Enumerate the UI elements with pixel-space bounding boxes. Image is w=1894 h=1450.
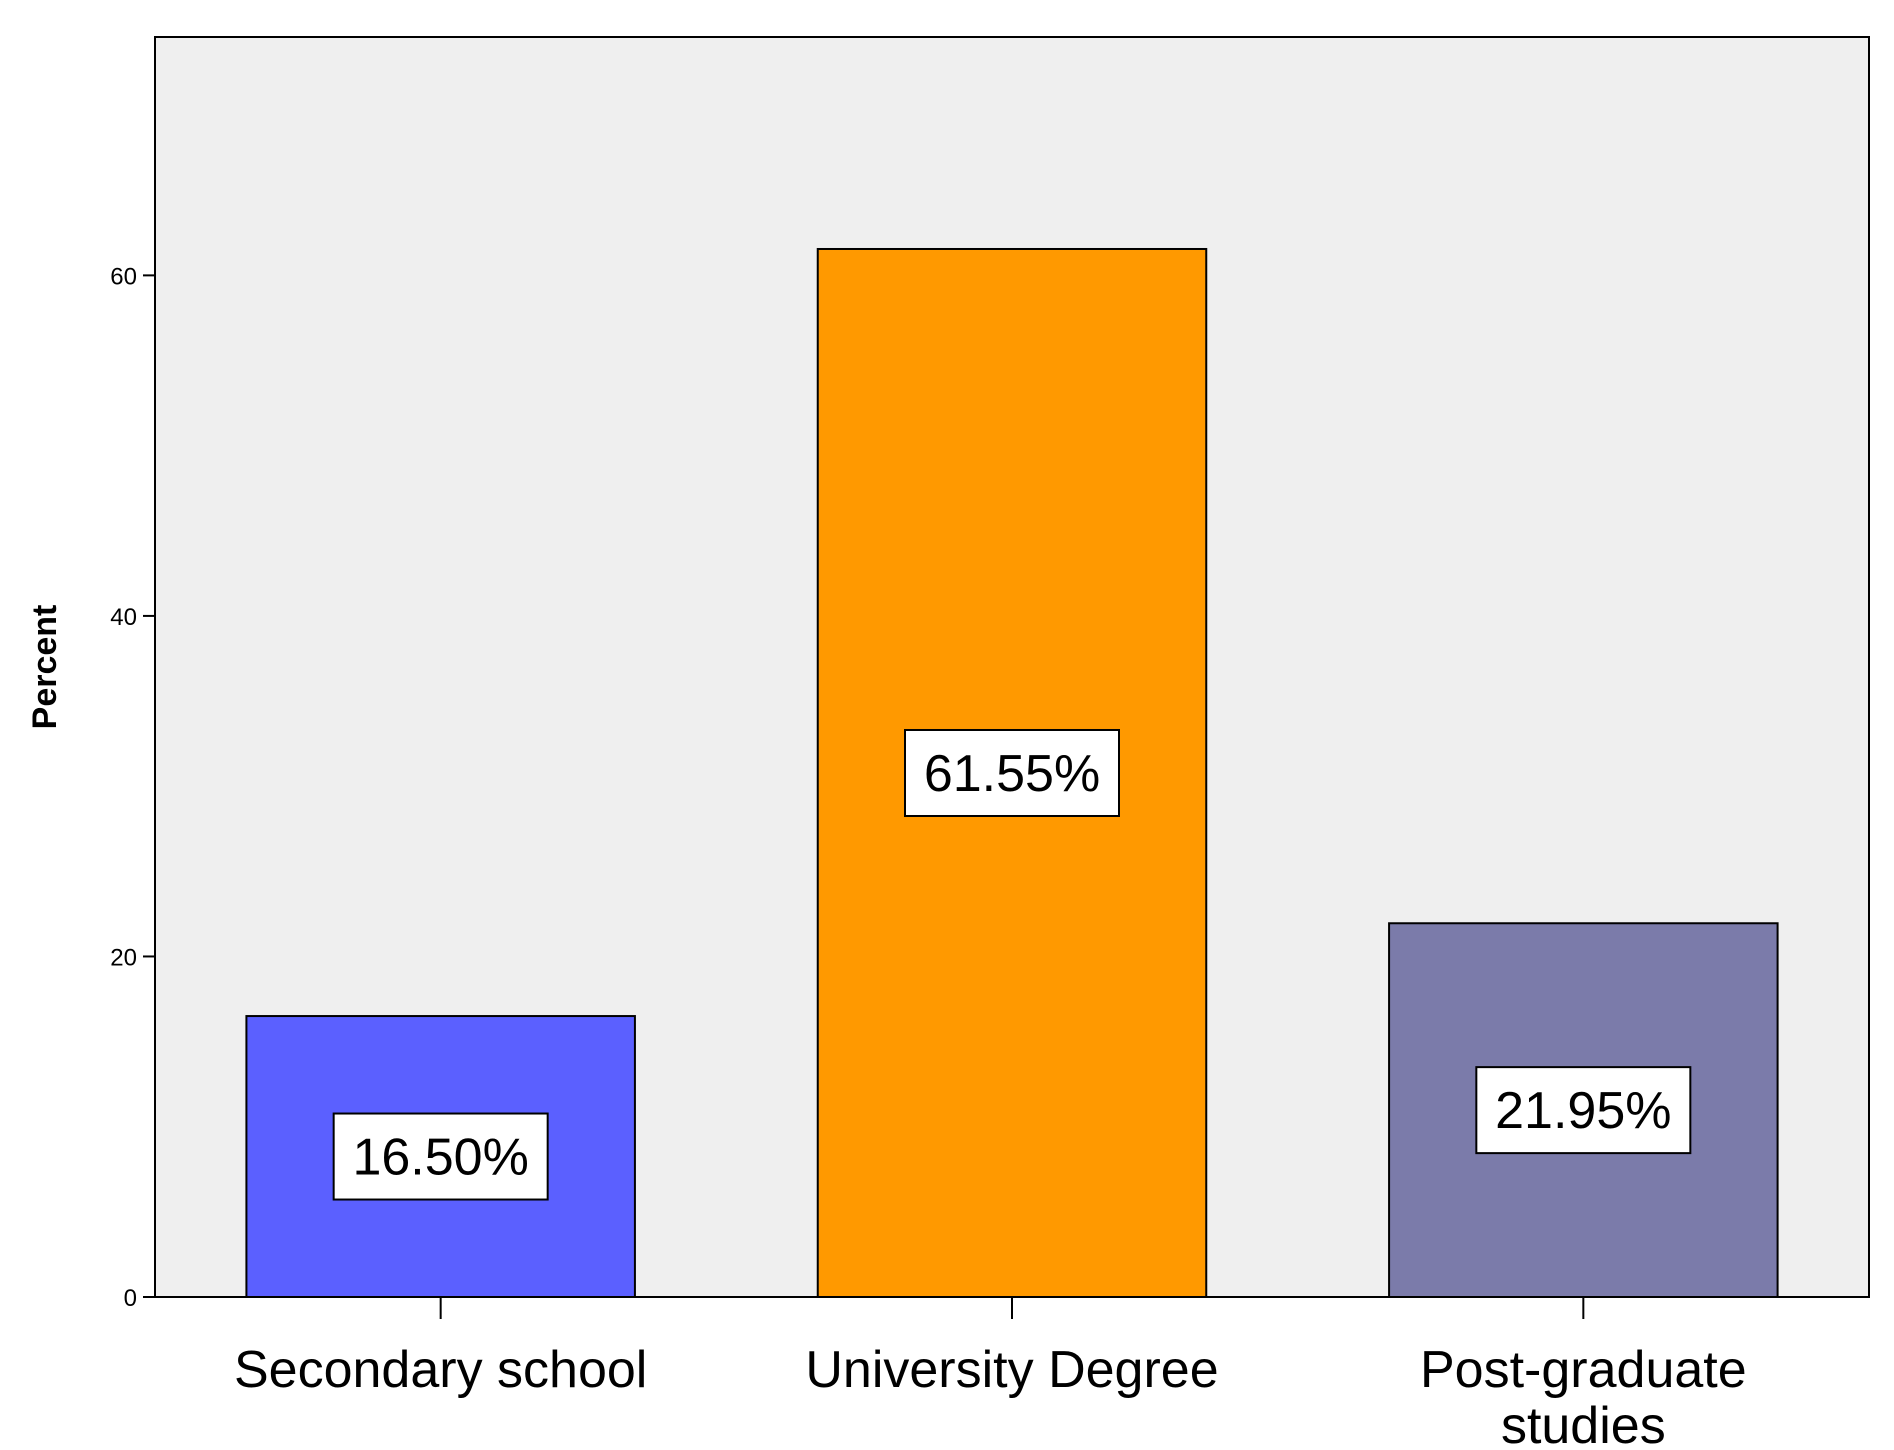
x-tick-label: University Degree [805,1341,1218,1399]
data-label: 21.95% [1495,1082,1671,1140]
x-tick-label: Secondary school [234,1341,647,1399]
data-label: 61.55% [924,745,1100,803]
y-tick-label: 40 [110,604,137,631]
x-tick-label: Post-graduate studies [1420,1341,1747,1450]
y-tick-label: 20 [110,944,137,971]
y-tick-label: 0 [124,1285,137,1312]
data-label-box [1475,1066,1692,1155]
y-tick-label: 60 [110,263,137,290]
y-axis-title: Percent [26,605,64,730]
data-label-box [904,728,1120,817]
data-label: 16.50% [352,1129,528,1187]
data-label-box [332,1112,549,1201]
